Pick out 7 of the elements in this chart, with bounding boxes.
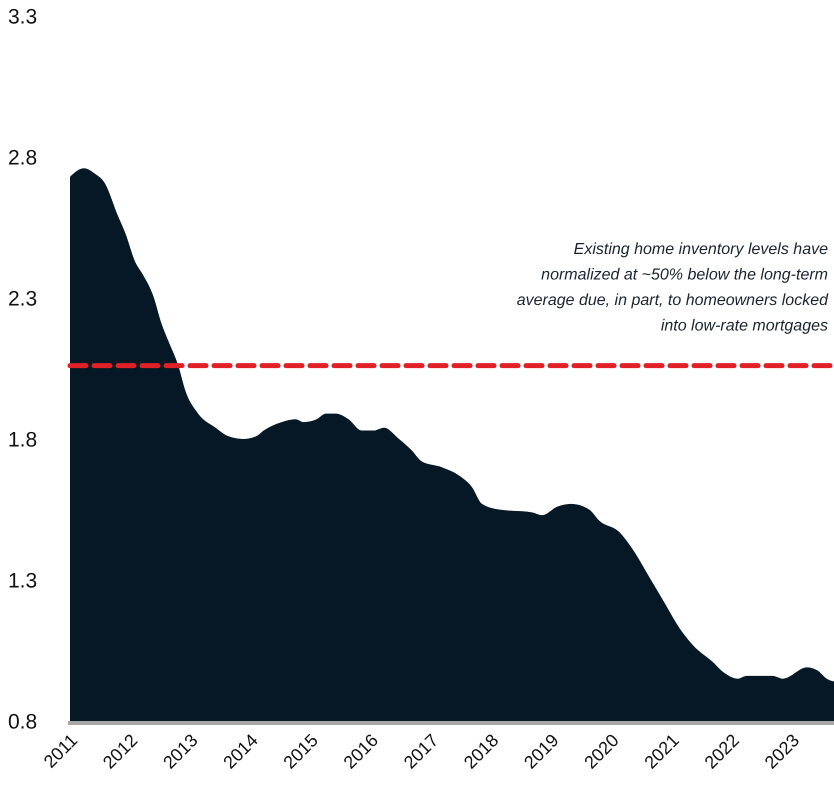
y-tick-label: 0.8 xyxy=(8,710,38,734)
annotation: Existing home inventory levels have normalized at ~50% below the long-term average due, in part, to homeowners locked into low-rate mortgages xyxy=(516,241,830,334)
y-tick-label: 1.8 xyxy=(8,428,38,452)
y-tick-label: 2.3 xyxy=(8,287,38,310)
y-tick-label: 2.8 xyxy=(8,146,38,170)
y-tick-label: 1.3 xyxy=(8,569,38,592)
y-tick-label: 3.3 xyxy=(8,5,38,28)
